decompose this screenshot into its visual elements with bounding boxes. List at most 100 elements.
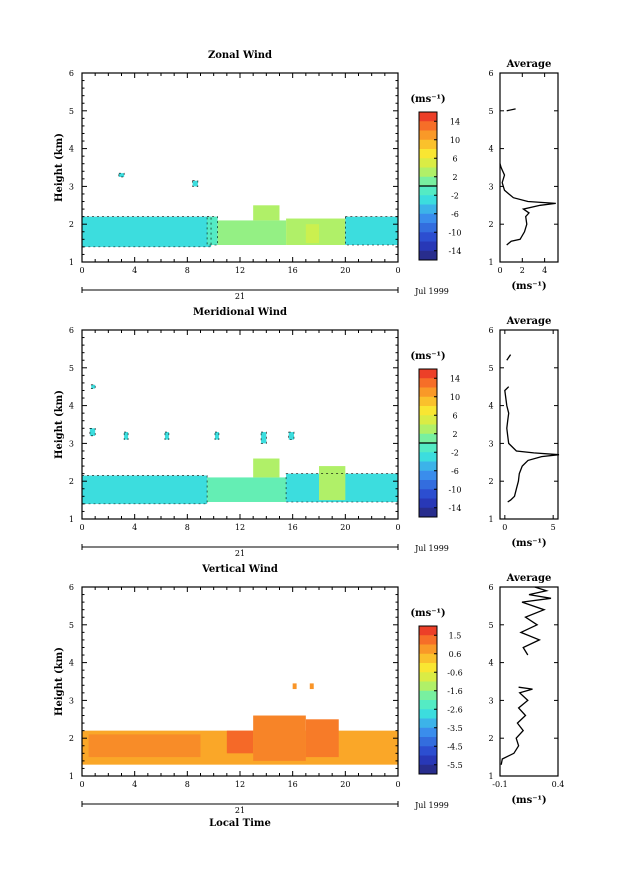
profile-frame: [499, 586, 559, 777]
y-tick-label: 1: [69, 258, 74, 267]
colorbar-band: [419, 672, 437, 682]
profile-x-tick-label: 0: [497, 266, 502, 275]
colorbar-band: [419, 737, 437, 747]
zero-contour: [164, 431, 170, 440]
colorbar-tick-label: -2: [451, 191, 459, 200]
profile-line: [519, 586, 552, 656]
profile-y-tick-label: 5: [488, 621, 493, 630]
colorbar-tick-label: 6: [452, 154, 457, 163]
x-tick-label: 16: [288, 780, 298, 789]
colorbar-band: [419, 378, 437, 388]
colorbar-band: [419, 663, 437, 673]
zero-contour: [206, 216, 218, 246]
data-cell: [261, 432, 267, 444]
data-cell: [288, 432, 294, 440]
profile-line: [500, 686, 533, 765]
colorbar-band: [419, 709, 437, 719]
colorbar-band: [419, 406, 437, 416]
data-cell: [88, 734, 201, 758]
colorbar-band: [419, 644, 437, 655]
zero-contour: [288, 431, 295, 440]
x-tick-label: 4: [132, 523, 137, 532]
y-axis-label: Height (km): [54, 647, 65, 716]
colorbar-band: [419, 746, 437, 756]
profile-x-tick-label: 2: [520, 266, 525, 275]
y-tick-label: 5: [69, 107, 74, 116]
zero-contour: [123, 431, 129, 440]
date-day: 21: [235, 549, 245, 558]
colorbar-band: [419, 718, 437, 729]
colorbar-band: [419, 690, 437, 701]
colorbar-tick-label: -1.6: [447, 687, 462, 696]
data-cell: [253, 205, 280, 221]
profile-y-tick-label: 2: [488, 477, 493, 486]
data-cell: [253, 458, 280, 478]
data-cell: [164, 432, 169, 440]
profile-y-tick-label: 6: [488, 69, 493, 78]
colorbar-band: [419, 195, 437, 205]
x-tick-label: 0: [395, 266, 400, 275]
x-tick-label: 12: [235, 780, 245, 789]
x-tick-label: 4: [132, 780, 137, 789]
y-tick-label: 2: [69, 220, 74, 229]
colorbar-band: [419, 387, 437, 398]
profile-x-tick-label: 0.4: [552, 780, 565, 789]
colorbar-band: [419, 112, 437, 122]
x-tick-label: 4: [132, 266, 137, 275]
colorbar-unit: (ms⁻¹): [410, 94, 445, 105]
profile-x-tick-label: -0.1: [492, 780, 507, 789]
data-cell: [82, 475, 208, 504]
x-tick-label: 12: [235, 266, 245, 275]
profile-y-tick-label: 3: [488, 439, 493, 448]
colorbar-tick-label: -10: [449, 228, 462, 237]
colorbar-band: [419, 507, 437, 518]
x-tick-label: 0: [79, 523, 84, 532]
profile-y-tick-label: 2: [488, 734, 493, 743]
data-cell: [82, 216, 212, 247]
colorbar-band: [419, 213, 437, 224]
panel-title: Zonal Wind: [208, 50, 272, 61]
y-tick-label: 4: [69, 145, 74, 154]
data-cell: [253, 715, 306, 761]
colorbar-band: [419, 130, 437, 141]
profile-x-tick-label: 0: [502, 523, 507, 532]
data-cell: [217, 220, 287, 245]
colorbar-band: [419, 121, 437, 131]
profile-y-tick-label: 3: [488, 182, 493, 191]
colorbar-tick-label: 10: [450, 136, 460, 145]
colorbar-tick-label: -6: [451, 210, 459, 219]
colorbar-band: [419, 755, 437, 766]
colorbar-tick-label: 14: [450, 374, 460, 383]
y-tick-label: 5: [69, 621, 74, 630]
profile-y-tick-label: 6: [488, 326, 493, 335]
colorbar-band: [419, 452, 437, 462]
y-axis-label: Height (km): [54, 390, 65, 459]
y-tick-label: 5: [69, 364, 74, 373]
profile-y-tick-label: 1: [488, 258, 493, 267]
colorbar-band: [419, 186, 437, 196]
colorbar-band: [419, 727, 437, 738]
profile-line: [499, 163, 556, 246]
x-tick-label: 0: [395, 523, 400, 532]
x-tick-label: 8: [185, 523, 190, 532]
colorbar-tick-label: -14: [449, 247, 462, 256]
colorbar-band: [419, 176, 437, 187]
profile-y-tick-label: 4: [488, 659, 493, 668]
colorbar-band: [419, 415, 437, 425]
profile-y-tick-label: 4: [488, 402, 493, 411]
colorbar-band: [419, 139, 437, 150]
zero-contour: [89, 427, 96, 437]
y-tick-label: 2: [69, 734, 74, 743]
profile-y-tick-label: 1: [488, 772, 493, 781]
colorbar-tick-label: 0.6: [449, 650, 462, 659]
y-tick-label: 6: [69, 583, 74, 592]
data-cell: [319, 466, 346, 501]
data-cell: [91, 384, 96, 389]
data-cell: [309, 683, 314, 690]
profile-y-tick-label: 2: [488, 220, 493, 229]
x-tick-label: 20: [340, 780, 350, 789]
date-label: Jul 1999: [414, 544, 449, 553]
x-tick-label: 0: [79, 780, 84, 789]
colorbar-band: [419, 700, 437, 710]
